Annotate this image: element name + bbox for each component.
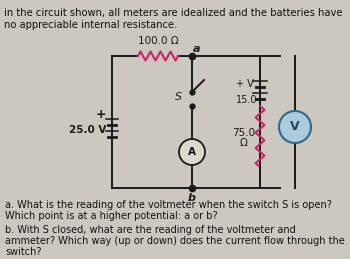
Text: + V: + V	[236, 79, 254, 89]
Circle shape	[179, 139, 205, 165]
Text: a. What is the reading of the voltmeter when the switch S is open?: a. What is the reading of the voltmeter …	[5, 200, 332, 210]
Text: b: b	[188, 193, 196, 203]
Text: in the circuit shown, all meters are idealized and the batteries have: in the circuit shown, all meters are ide…	[4, 8, 343, 18]
Text: 15.0: 15.0	[236, 95, 258, 105]
Text: ammeter? Which way (up or down) does the current flow through the: ammeter? Which way (up or down) does the…	[5, 236, 345, 246]
Text: switch?: switch?	[5, 247, 42, 257]
Text: 75.0: 75.0	[232, 127, 256, 138]
Text: 25.0 V: 25.0 V	[69, 125, 107, 135]
Text: no appreciable internal resistance.: no appreciable internal resistance.	[4, 20, 177, 30]
Text: A: A	[188, 147, 196, 157]
Text: S: S	[175, 92, 182, 102]
Text: b. With S closed, what are the reading of the voltmeter and: b. With S closed, what are the reading o…	[5, 225, 296, 235]
Text: +: +	[96, 107, 106, 120]
Text: V: V	[290, 120, 300, 133]
Circle shape	[279, 111, 311, 143]
Text: Which point is at a higher potential: a or b?: Which point is at a higher potential: a …	[5, 211, 218, 221]
Text: Ω: Ω	[240, 139, 248, 148]
Text: 100.0 Ω: 100.0 Ω	[138, 36, 178, 46]
Text: a: a	[193, 44, 201, 54]
